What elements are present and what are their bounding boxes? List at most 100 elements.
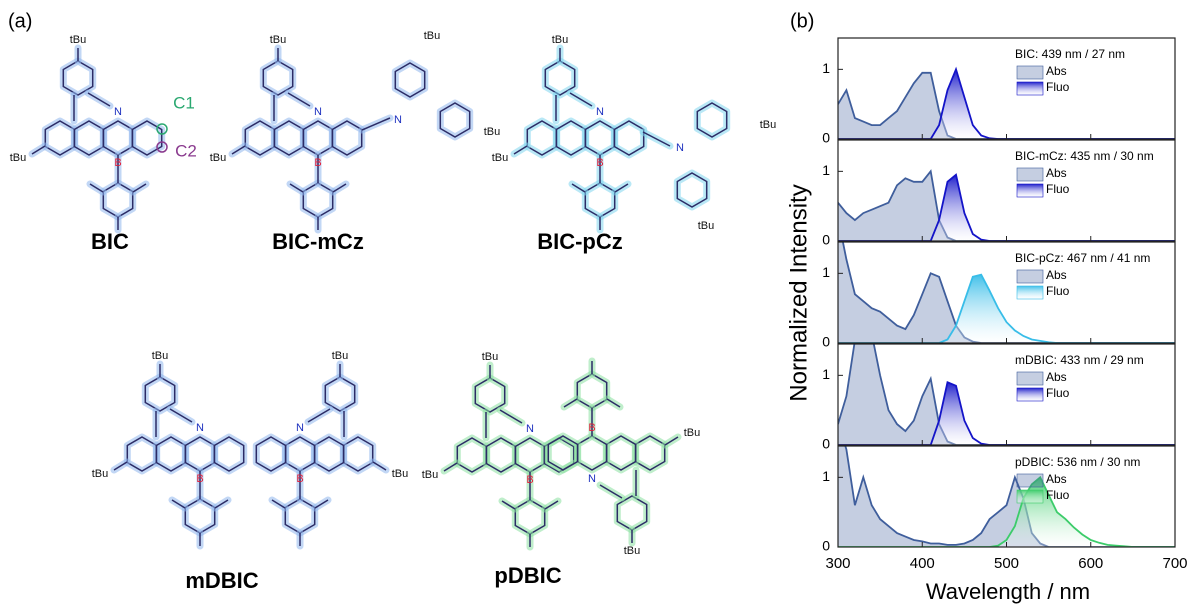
substituent-label: tBu — [624, 545, 641, 557]
atom-label: B — [588, 422, 595, 434]
y-tick-label: 0 — [822, 334, 830, 350]
atom-label: B — [314, 157, 321, 169]
legend-swatch — [1017, 372, 1043, 385]
substituent-label: tBu — [760, 119, 777, 131]
ring — [614, 121, 643, 155]
ring — [285, 437, 314, 471]
atom-label: N — [394, 114, 402, 126]
panel-plot — [838, 171, 1175, 241]
position-label: C1 — [173, 93, 195, 112]
position-label: C2 — [175, 141, 197, 160]
atom-label: N — [596, 106, 604, 118]
area-fill — [838, 73, 1175, 139]
bond — [288, 93, 310, 106]
ring — [577, 436, 606, 470]
annotation: BIC: 439 nm / 27 nm — [1015, 47, 1125, 61]
y-tick-label: 1 — [822, 60, 830, 76]
annotation: BIC-mCz: 435 nm / 30 nm — [1015, 149, 1154, 163]
legend-swatch — [1017, 184, 1043, 197]
ring — [185, 499, 214, 533]
x-axis-label: Wavelength / nm — [926, 579, 1090, 604]
ring — [214, 437, 243, 471]
ring — [45, 121, 74, 155]
ring — [245, 121, 274, 155]
atom-label: B — [196, 473, 203, 485]
molecule-name: BIC-pCz — [537, 229, 623, 254]
ring — [274, 121, 303, 155]
y-tick-label: 1 — [822, 366, 830, 382]
x-tick-label: 700 — [1162, 555, 1187, 572]
bond — [600, 485, 622, 498]
ring — [332, 121, 361, 155]
ring — [395, 63, 424, 97]
panel-label: (a) — [8, 10, 32, 32]
bond — [170, 409, 192, 422]
ring — [697, 103, 726, 137]
substituent-label: tBu — [422, 469, 439, 481]
atom-label: N — [196, 422, 204, 434]
substituent-label: tBu — [482, 351, 499, 363]
substituent-label: tBu — [684, 427, 701, 439]
y-tick-label: 0 — [822, 130, 830, 146]
panel-label: (b) — [790, 10, 814, 32]
molecule-name: pDBIC — [494, 563, 561, 588]
ring — [256, 437, 285, 471]
substituent-label: tBu — [270, 34, 287, 46]
ring — [585, 121, 614, 155]
atom-label: N — [676, 142, 684, 154]
legend-swatch — [1017, 66, 1043, 79]
legend-label: Fluo — [1046, 182, 1070, 196]
substituent-label: tBu — [552, 34, 569, 46]
atom-label: B — [114, 157, 121, 169]
y-axis-label: Normalized Intensity — [785, 184, 812, 401]
ring — [486, 438, 515, 472]
legend-swatch — [1017, 168, 1043, 181]
ring — [303, 183, 332, 217]
atom-label: B — [526, 474, 533, 486]
ring — [556, 121, 585, 155]
ring — [606, 436, 635, 470]
bond — [570, 93, 592, 106]
atom-label: N — [314, 106, 322, 118]
ring — [103, 121, 132, 155]
legend-label: Abs — [1046, 370, 1067, 384]
substituent-label: tBu — [424, 30, 441, 42]
ring — [314, 437, 343, 471]
ring — [440, 103, 469, 137]
x-tick-label: 300 — [825, 555, 850, 572]
ring — [156, 437, 185, 471]
y-tick-label: 1 — [822, 162, 830, 178]
y-tick-label: 0 — [822, 232, 830, 248]
ring — [185, 437, 214, 471]
x-tick-label: 500 — [994, 555, 1019, 572]
legend-swatch — [1017, 474, 1043, 487]
bond — [88, 93, 110, 106]
ring — [303, 121, 332, 155]
ring — [515, 438, 544, 472]
substituent-label: tBu — [492, 152, 509, 164]
area-fill — [838, 171, 1175, 241]
legend-label: Abs — [1046, 64, 1067, 78]
legend-label: Abs — [1046, 472, 1067, 486]
atom-label: N — [296, 422, 304, 434]
molecule-name: mDBIC — [185, 568, 258, 593]
ring — [285, 499, 314, 533]
ring — [635, 436, 664, 470]
annotation: pDBIC: 536 nm / 30 nm — [1015, 455, 1140, 469]
ring — [585, 183, 614, 217]
substituent-label: tBu — [70, 34, 87, 46]
annotation: BIC-pCz: 467 nm / 41 nm — [1015, 251, 1150, 265]
ring — [103, 183, 132, 217]
bond — [308, 409, 330, 422]
figure: (a) (b) BIC BIC-mCz BIC-pCz mDBIC pDBIC … — [0, 0, 1192, 608]
ring — [127, 437, 156, 471]
legend-label: Fluo — [1046, 488, 1070, 502]
legend-label: Fluo — [1046, 80, 1070, 94]
legend-label: Abs — [1046, 268, 1067, 282]
atom-label: N — [526, 423, 534, 435]
legend-swatch — [1017, 286, 1043, 299]
ring — [74, 121, 103, 155]
ring — [577, 374, 606, 408]
atom-label: B — [596, 157, 603, 169]
ring — [457, 438, 486, 472]
